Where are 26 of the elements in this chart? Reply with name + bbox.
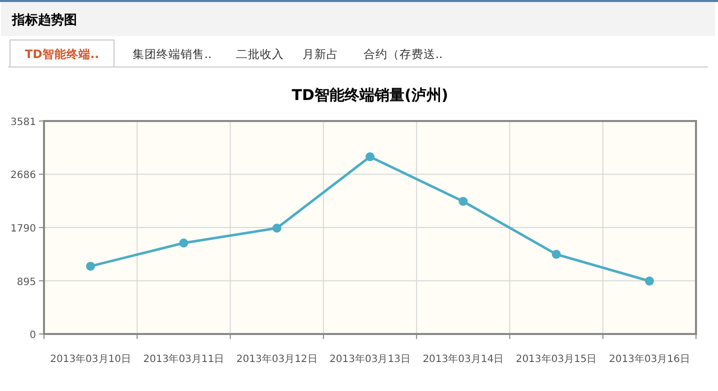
point — [644, 276, 654, 286]
point — [366, 152, 374, 162]
x-tick-label: 2013年03月11日 — [143, 353, 224, 365]
text: TD智能终端.. — [24, 47, 100, 61]
y-tick-label: 1790 — [10, 224, 36, 235]
x-tick-label: 2013年03月10日 — [50, 353, 132, 365]
point — [552, 250, 561, 259]
point — [179, 238, 188, 248]
x-tick-label: 2013年03月13日 — [330, 353, 410, 365]
text: 月新占 — [302, 47, 338, 61]
text: 二批收入 — [236, 47, 284, 61]
y-tick-label: 895 — [16, 276, 36, 288]
x-tick-label: 2013年03月15日 — [516, 353, 597, 365]
y-tick-label: 2686 — [10, 170, 36, 182]
text: 合约（存费送.. — [363, 47, 443, 61]
x-tick-label: 2013年03月12日 — [236, 353, 318, 365]
y-tick-label: 0 — [30, 330, 36, 341]
y-tick-label: 3581 — [10, 117, 36, 128]
point — [272, 224, 282, 233]
point — [458, 196, 468, 206]
text: 指标趋势图 — [11, 12, 77, 28]
text: 集团终端销售.. — [132, 47, 212, 61]
point — [86, 262, 96, 271]
x-tick-label: 2013年03月14日 — [422, 353, 504, 365]
x-tick-label: 2013年03月16日 — [608, 353, 690, 365]
chart-title: TD智能终端销量(泸州) — [292, 86, 448, 104]
